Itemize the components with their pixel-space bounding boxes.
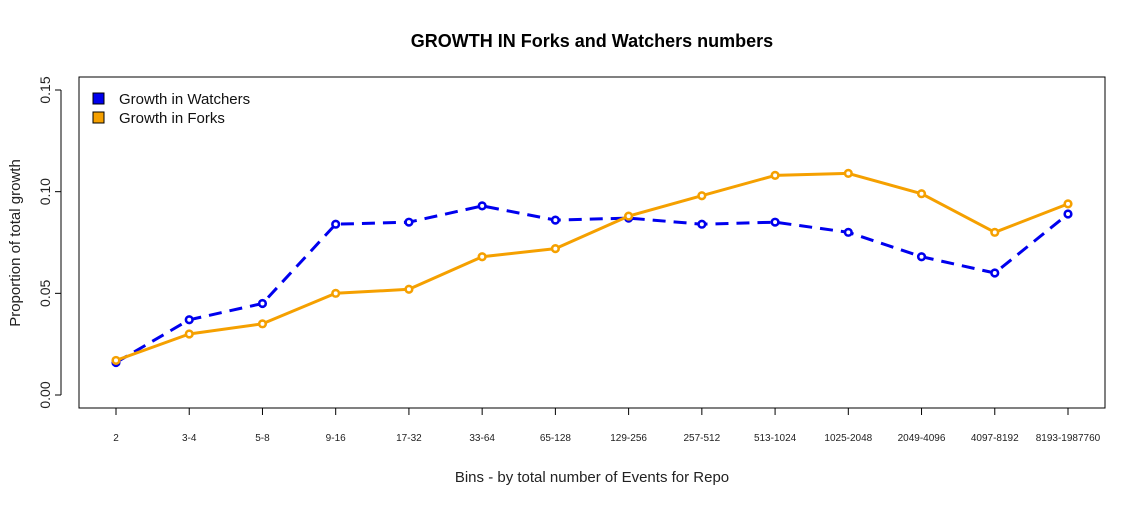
x-tick-label: 129-256 (610, 433, 647, 444)
data-point (1063, 199, 1073, 209)
data-point (404, 217, 414, 227)
data-point (916, 252, 927, 262)
data-point (404, 284, 414, 294)
x-tick-label: 1025-2048 (824, 433, 872, 444)
data-point (624, 211, 634, 221)
data-point (477, 201, 487, 211)
data-point (916, 189, 927, 199)
x-tick-label: 33-64 (469, 433, 495, 444)
x-tick-label: 17-32 (396, 433, 422, 444)
series-line (115, 171, 1069, 362)
data-point (843, 168, 853, 178)
x-tick-label: 2 (113, 433, 119, 444)
x-tick-label: 8193-1987760 (1036, 433, 1101, 444)
data-point (697, 191, 707, 201)
data-point (990, 268, 1000, 278)
x-tick-label: 513-1024 (754, 433, 797, 444)
data-point (843, 227, 853, 237)
series-layer (111, 168, 1073, 368)
x-tick-label: 65-128 (540, 433, 572, 444)
series-forks (111, 168, 1073, 366)
data-point (111, 355, 121, 366)
y-tick-label: 0.15 (37, 76, 53, 103)
x-tick-label: 9-16 (326, 433, 346, 444)
data-point (331, 219, 341, 229)
x-tick-label: 257-512 (683, 433, 720, 444)
x-tick-label: 5-8 (255, 433, 270, 444)
x-axis: 2 3-4 5-8 9-16 17-32 33-64 65-128 129-256 257-51… (113, 407, 1101, 444)
series-watchers (111, 201, 1073, 368)
data-point (990, 227, 1000, 237)
data-point (550, 244, 560, 254)
data-point (184, 315, 194, 325)
y-axis-label: Proportion of total growth (7, 159, 24, 327)
data-point (697, 219, 707, 229)
x-tick-label: 3-4 (182, 433, 197, 444)
data-point (257, 319, 268, 329)
data-point (550, 215, 560, 225)
y-axis: 0.00 0.05 0.10 0.15 (37, 76, 62, 409)
x-tick-label: 2049-4096 (898, 433, 946, 444)
data-point (331, 288, 341, 298)
x-tick-label: 4097-8192 (971, 433, 1019, 444)
y-tick-label: 0.10 (37, 178, 53, 205)
legend: Growth in Watchers Growth in Forks (92, 91, 250, 127)
legend-swatch (92, 92, 105, 105)
data-point (477, 252, 487, 262)
data-point (770, 217, 780, 227)
plot-frame (78, 76, 1106, 409)
data-point (770, 170, 780, 180)
legend-label: Growth in Watchers (119, 91, 250, 108)
y-tick-label: 0.00 (37, 381, 53, 408)
y-tick-label: 0.05 (37, 279, 53, 306)
x-axis-label: Bins - by total number of Events for Rep… (455, 469, 729, 486)
series-line (115, 204, 1069, 364)
chart-title: GROWTH IN Forks and Watchers numbers (411, 31, 773, 51)
data-point (184, 329, 194, 339)
data-point (1063, 209, 1073, 219)
legend-label: Growth in Forks (119, 110, 225, 127)
legend-swatch (92, 111, 105, 124)
data-point (257, 298, 268, 309)
